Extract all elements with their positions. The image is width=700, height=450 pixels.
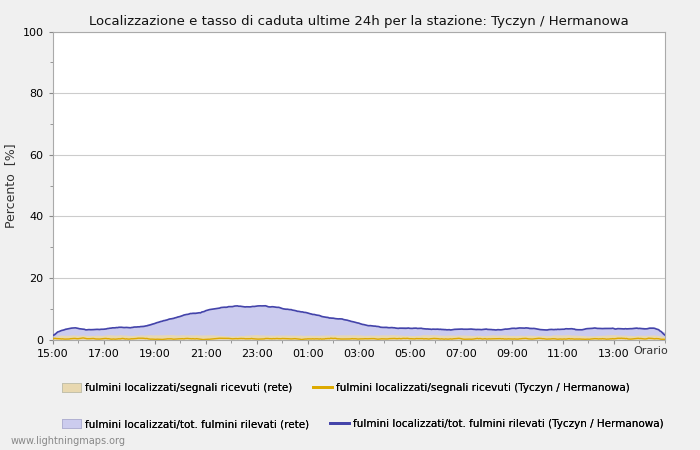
Title: Localizzazione e tasso di caduta ultime 24h per la stazione: Tyczyn / Hermanowa: Localizzazione e tasso di caduta ultime … xyxy=(89,14,629,27)
Text: Orario: Orario xyxy=(634,346,668,356)
Text: www.lightningmaps.org: www.lightningmaps.org xyxy=(10,436,125,446)
Legend: fulmini localizzati/tot. fulmini rilevati (rete), fulmini localizzati/tot. fulmi: fulmini localizzati/tot. fulmini rilevat… xyxy=(57,415,668,433)
Legend: fulmini localizzati/segnali ricevuti (rete), fulmini localizzati/segnali ricevut: fulmini localizzati/segnali ricevuti (re… xyxy=(57,379,634,397)
Y-axis label: Percento  [%]: Percento [%] xyxy=(4,143,17,228)
